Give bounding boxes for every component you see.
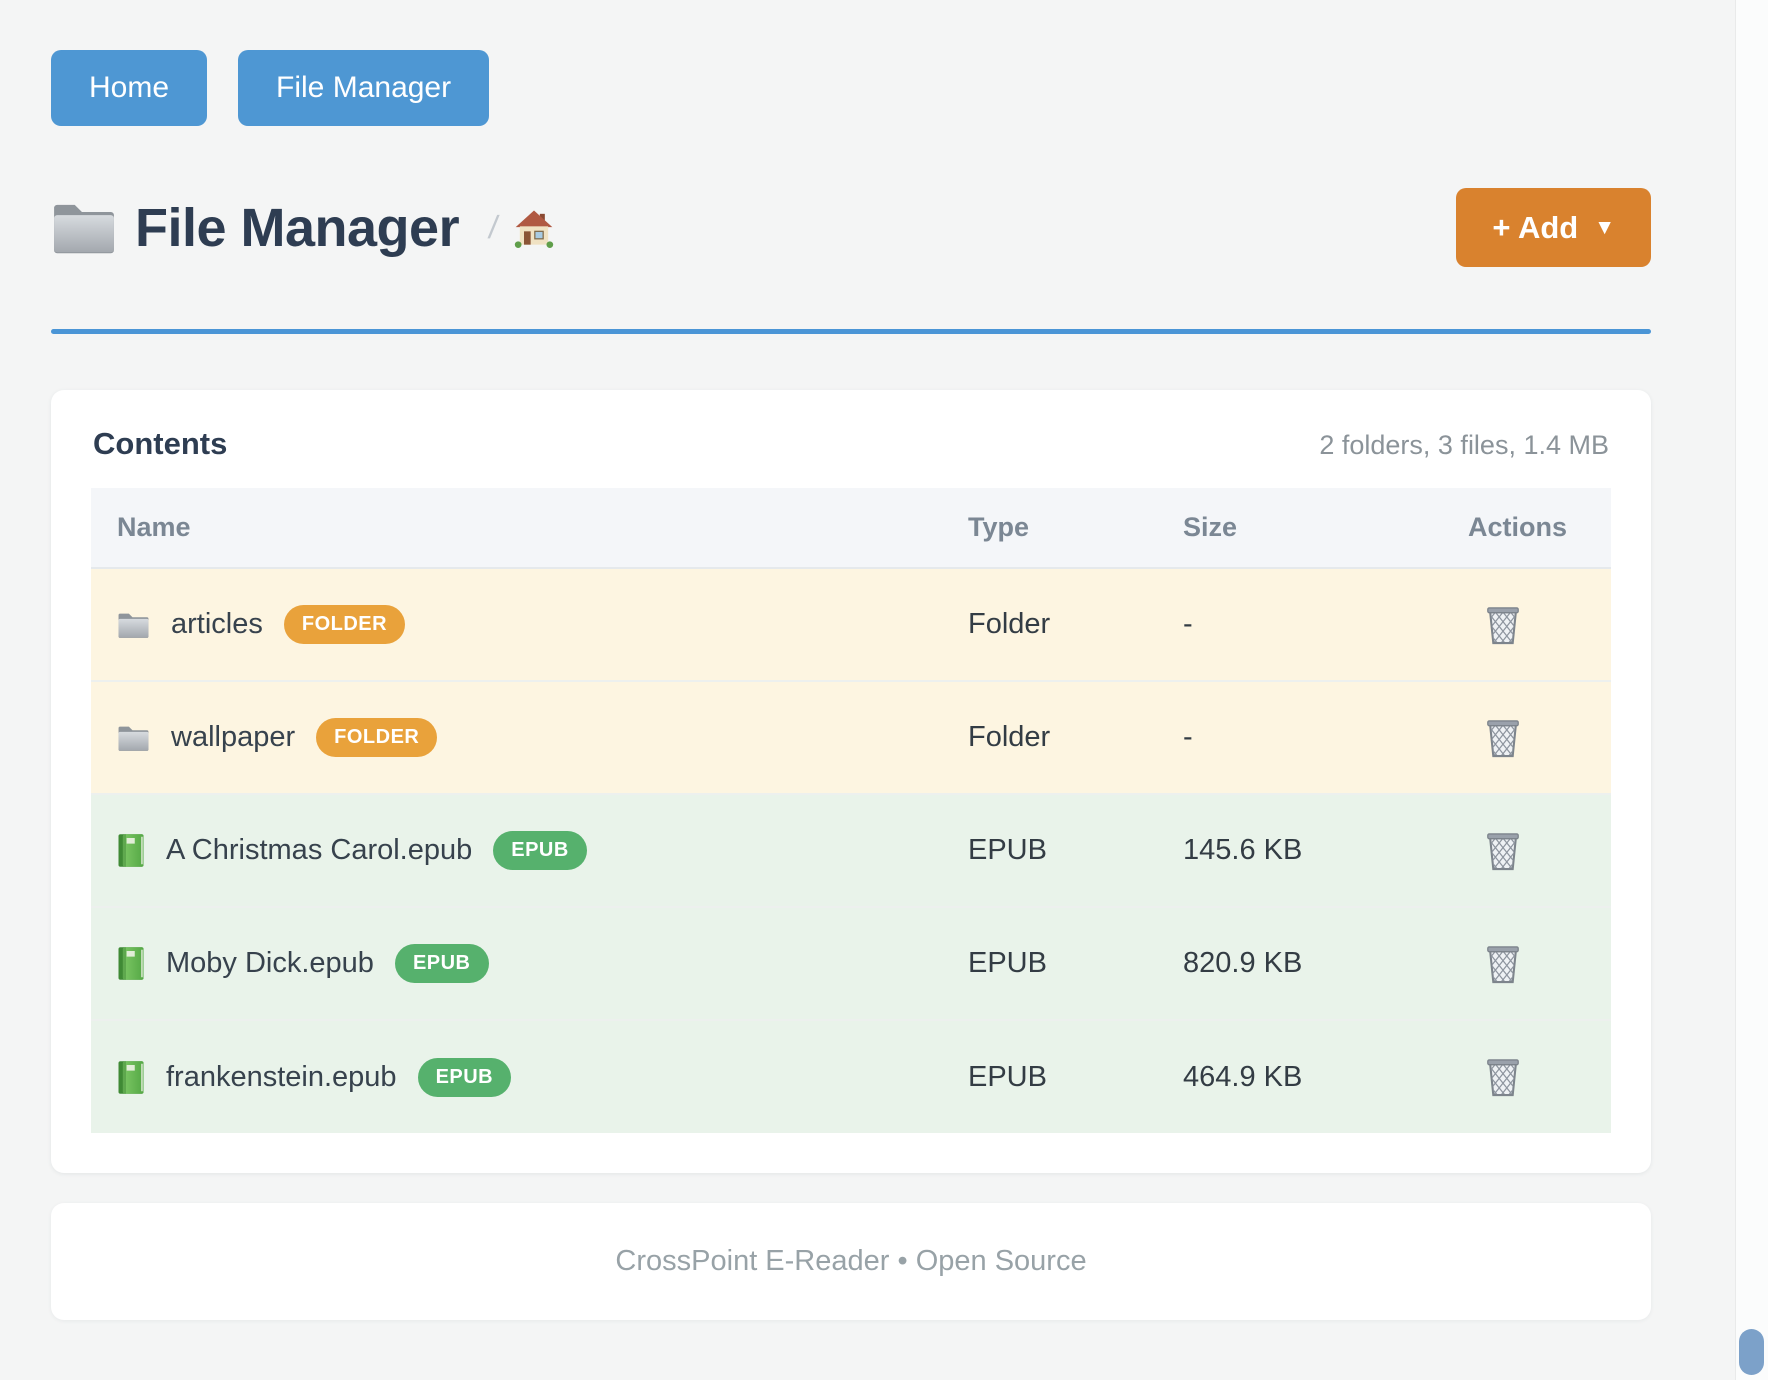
trash-icon [1484,717,1522,759]
file-manager-button[interactable]: File Manager [238,50,490,126]
page-header: File Manager / + Add ▼ [51,188,1651,267]
type-badge: EPUB [394,944,489,983]
page-container: Home File Manager File Manager / + Add ▼ [51,0,1651,1320]
house-icon[interactable] [514,208,554,248]
file-size: 464.9 KB [1183,1019,1468,1133]
delete-button[interactable] [1478,940,1528,988]
trash-icon [1484,604,1522,646]
type-badge: EPUB [493,831,587,870]
add-button[interactable]: + Add ▼ [1456,188,1651,267]
file-type: Folder [968,680,1183,794]
file-table: Name Type Size Actions [91,488,1611,1133]
table-row[interactable]: frankenstein.epub EPUB EPUB 464.9 KB [91,1019,1611,1133]
file-name[interactable]: articles [171,608,263,640]
delete-button[interactable] [1478,714,1528,762]
trash-icon [1484,943,1522,985]
add-button-label: + Add [1492,209,1579,245]
table-row[interactable]: wallpaper FOLDER Folder - [91,680,1611,794]
column-header-size[interactable]: Size [1183,488,1468,569]
folder-icon [117,611,150,639]
file-size: 820.9 KB [1183,906,1468,1020]
book-icon [117,946,145,981]
page-title: File Manager [135,197,460,258]
file-name[interactable]: frankenstein.epub [166,1060,397,1093]
folder-icon [51,199,117,256]
delete-button[interactable] [1478,827,1528,875]
footer-text: CrossPoint E-Reader • Open Source [615,1245,1087,1277]
scrollbar-track[interactable] [1735,0,1768,1380]
file-size: - [1183,680,1468,794]
delete-button[interactable] [1478,601,1528,649]
type-badge: FOLDER [316,718,438,757]
table-row[interactable]: A Christmas Carol.epub EPUB EPUB 145.6 K… [91,793,1611,907]
contents-card-header: Contents 2 folders, 3 files, 1.4 MB [91,416,1611,488]
contents-summary: 2 folders, 3 files, 1.4 MB [1319,430,1609,460]
column-header-actions: Actions [1468,488,1611,569]
footer: CrossPoint E-Reader • Open Source [51,1203,1651,1320]
file-type: EPUB [968,1019,1183,1133]
title-divider [51,329,1651,334]
chevron-down-icon: ▼ [1594,215,1615,239]
file-name[interactable]: A Christmas Carol.epub [166,834,473,866]
book-icon [117,833,145,868]
breadcrumb-separator: / [486,209,501,245]
scrollbar-thumb[interactable] [1739,1329,1764,1375]
contents-card: Contents 2 folders, 3 files, 1.4 MB Name… [51,390,1651,1173]
file-size: - [1183,608,1193,640]
type-badge: FOLDER [283,605,406,644]
column-header-name[interactable]: Name [91,488,968,569]
table-header-row: Name Type Size Actions [91,488,1611,569]
folder-icon [117,724,150,752]
file-type: Folder [968,608,1051,640]
table-row[interactable]: articles FOLDER Folder - [91,568,1611,681]
file-size: 145.6 KB [1183,793,1468,907]
file-name[interactable]: wallpaper [171,721,296,753]
home-button[interactable]: Home [51,50,208,126]
trash-icon [1484,1056,1522,1098]
type-badge: EPUB [417,1057,512,1097]
file-type: EPUB [968,793,1183,907]
table-row[interactable]: Moby Dick.epub EPUB EPUB 820.9 KB [91,906,1611,1020]
trash-icon [1484,830,1522,872]
file-type: EPUB [968,906,1183,1020]
book-icon [117,1060,145,1095]
file-name[interactable]: Moby Dick.epub [166,947,374,979]
contents-heading: Contents [93,426,228,461]
delete-button[interactable] [1478,1053,1528,1101]
top-nav: Home File Manager [51,50,1651,126]
column-header-type[interactable]: Type [968,488,1183,569]
